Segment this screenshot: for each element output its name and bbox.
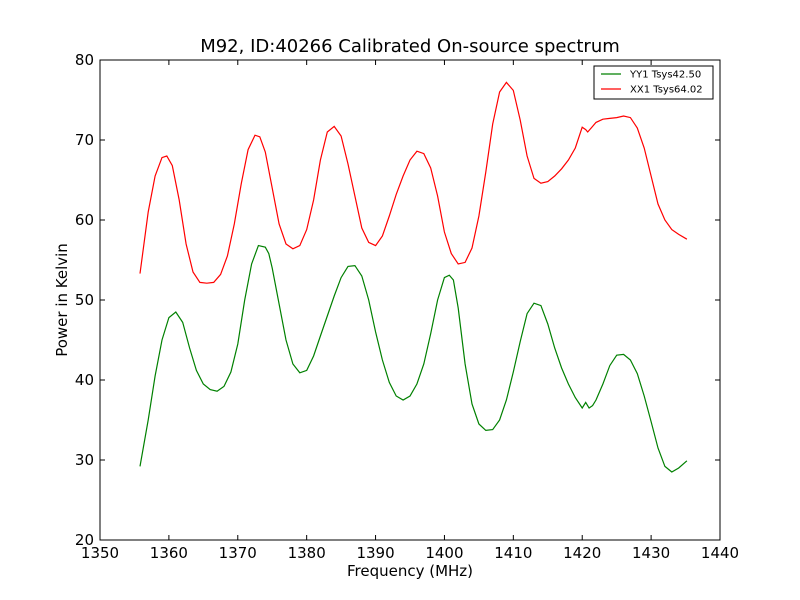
- x-tick-label-9: 1440: [701, 544, 739, 562]
- x-tick-label-6: 1410: [494, 544, 532, 562]
- x-tick-label-8: 1430: [632, 544, 670, 562]
- y-tick-label-2: 40: [75, 371, 94, 389]
- x-tick-label-7: 1420: [563, 544, 601, 562]
- y-tick-label-0: 20: [75, 531, 94, 549]
- y-tick-label-6: 80: [75, 51, 94, 69]
- y-axis-label: Power in Kelvin: [53, 243, 71, 357]
- series-layer: [139, 81, 688, 473]
- series-line-1: [139, 81, 688, 284]
- y-tick-label-3: 50: [75, 291, 94, 309]
- ticks-layer: 1350 1360 1370 1380 1390 1400 1410 1420 1430 1440…: [75, 51, 739, 562]
- y-tick-label-5: 70: [75, 131, 94, 149]
- plot-frame: [99, 59, 721, 541]
- x-tick-label-5: 1400: [425, 544, 463, 562]
- legend-box: [593, 65, 714, 100]
- x-tick-label-2: 1370: [219, 544, 257, 562]
- x-tick-label-3: 1380: [288, 544, 326, 562]
- x-tick-label-0: 1350: [81, 544, 119, 562]
- chart-title: M92, ID:40266 Calibrated On-source spect…: [200, 36, 620, 57]
- legend-label-0: YY1 Tsys42.50: [629, 70, 701, 81]
- legend: YY1 Tsys42.50 XX1 Tsys64.02: [593, 65, 714, 100]
- series-line-0: [139, 244, 688, 473]
- x-tick-label-4: 1390: [356, 544, 394, 562]
- y-tick-label-1: 30: [75, 451, 94, 469]
- legend-label-1: XX1 Tsys64.02: [630, 85, 703, 96]
- y-tick-label-4: 60: [75, 211, 94, 229]
- x-axis-label: Frequency (MHz): [347, 562, 473, 580]
- x-tick-label-1: 1360: [150, 544, 188, 562]
